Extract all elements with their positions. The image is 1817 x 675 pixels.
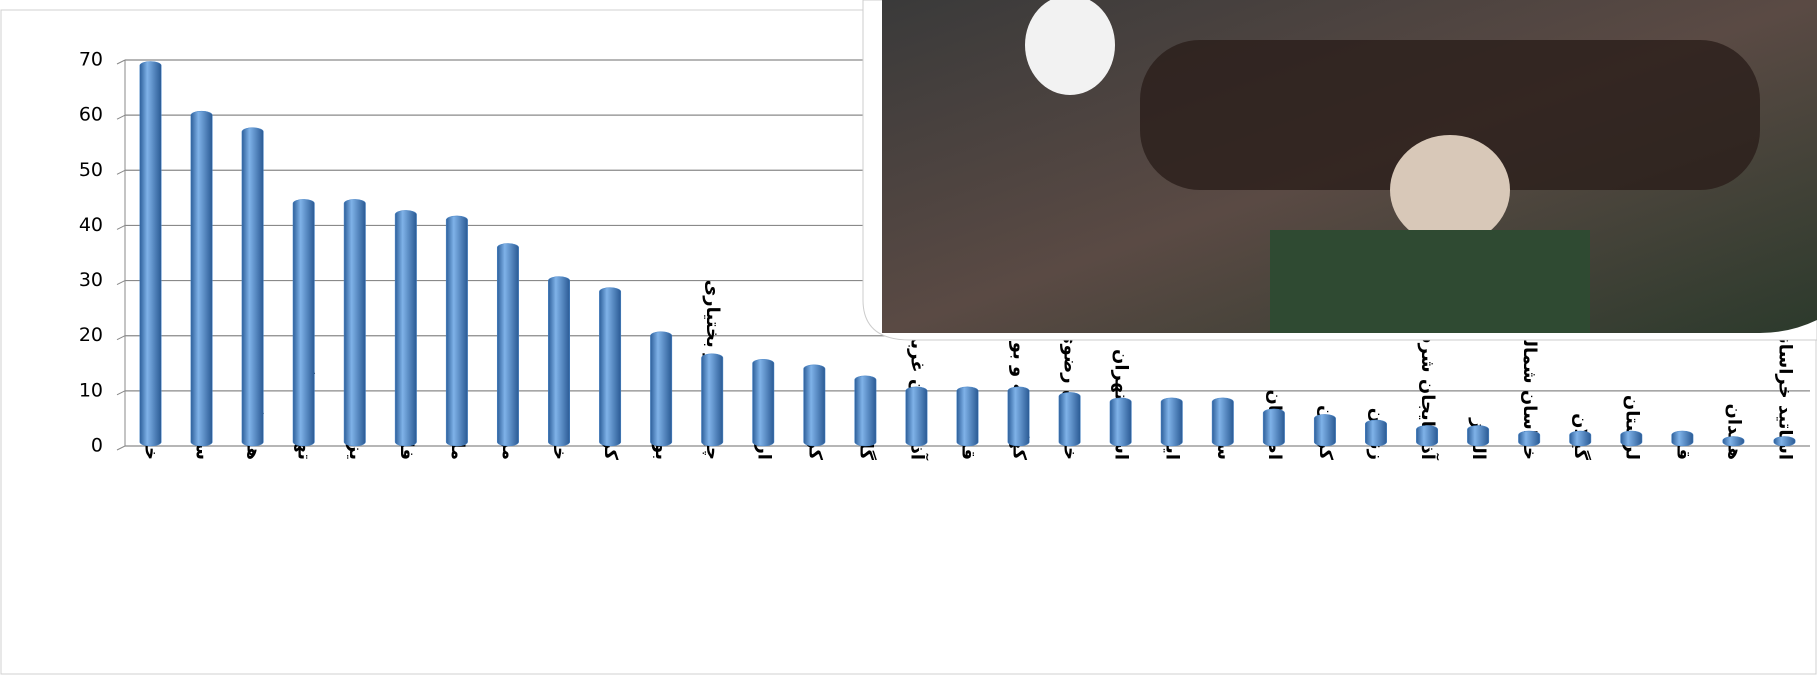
bar [548,276,570,447]
photo-person [1025,0,1115,95]
bar [1109,397,1132,447]
plot-area: 010203040506070خوزستانسیستان و بلوچستانه… [79,49,1810,461]
photo-table [1140,40,1760,190]
y-tick-label: 20 [79,324,103,346]
x-tick-label: اساتید خراسانات [1774,312,1795,460]
tick-mark [116,280,126,286]
y-tick-label: 40 [79,214,103,236]
bar [292,199,315,447]
tick-mark [116,224,126,230]
tick-mark [116,114,126,120]
x-tick-label: لرستان [1621,395,1642,460]
bar [394,210,417,447]
bar [1262,408,1285,447]
x-tick-label: همدان [1723,404,1744,460]
bar [1467,425,1490,447]
y-tick-label: 50 [79,159,103,181]
bar [1518,430,1541,447]
tick-mark [116,169,126,175]
bar [1211,397,1234,447]
bar [343,199,366,447]
bar [1671,430,1694,447]
bar [1365,419,1387,447]
photo-person [1390,135,1510,245]
bar [1058,392,1081,447]
bar [956,386,979,447]
x-tick-label: خراسان شمالی [1519,322,1540,460]
bar [445,215,468,447]
y-tick-label: 0 [91,435,103,457]
bar [1569,430,1592,447]
tick-mark [116,335,126,341]
y-tick-label: 70 [79,49,103,71]
bar [1722,436,1745,447]
bar [1313,414,1336,447]
bar [1773,436,1796,447]
bar [1416,425,1439,447]
bar [599,287,622,447]
bar [752,359,775,447]
y-tick-label: 30 [79,269,103,291]
bar [803,364,826,447]
photo [862,0,1817,341]
bar [1620,430,1643,447]
bar [905,386,928,447]
bar [496,243,519,447]
bar [139,61,162,447]
photo-person [1270,230,1590,333]
tick-mark [116,390,126,396]
y-tick-label: 60 [79,104,103,126]
x-tick-label: آذربایجان شرقی [1417,314,1440,461]
bar [190,110,213,447]
bar [650,331,673,447]
bar [1160,397,1183,447]
y-tick-label: 10 [79,379,103,401]
bar [854,375,877,447]
bar [701,353,724,447]
bar [1007,386,1030,447]
tick-mark [116,59,126,65]
bar [241,127,264,447]
tick-mark [116,445,126,451]
